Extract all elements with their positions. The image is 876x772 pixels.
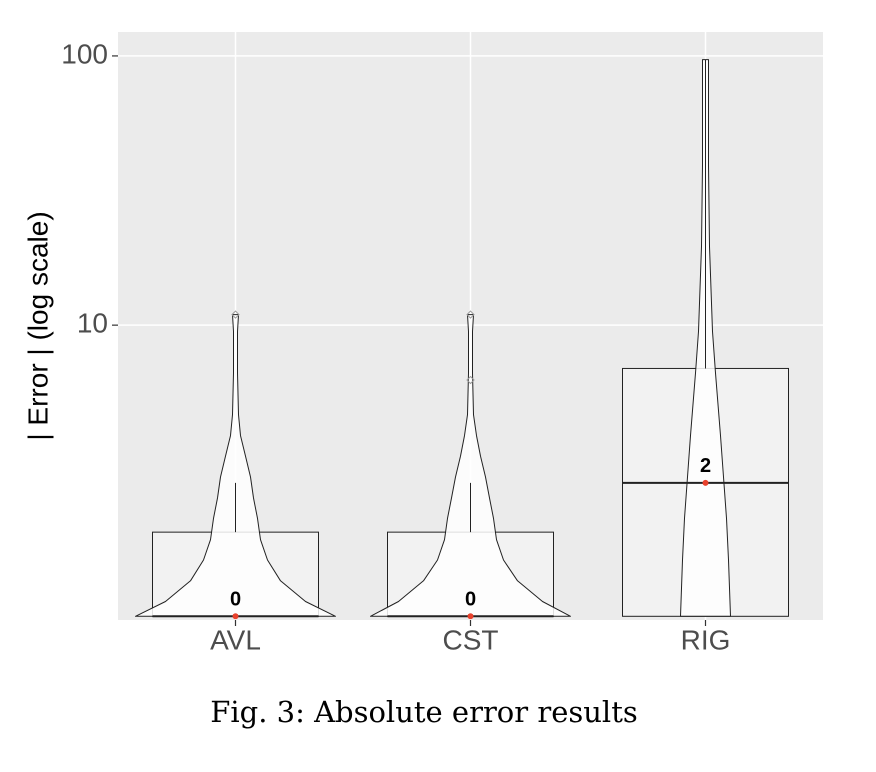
outlier bbox=[466, 310, 475, 319]
caption: Fig. 3: Absolute error results bbox=[210, 695, 638, 729]
y-tick-label: 10 bbox=[77, 308, 108, 339]
median-label: 2 bbox=[700, 455, 711, 477]
median-point bbox=[232, 613, 239, 620]
median-point bbox=[467, 613, 474, 620]
y-tick-label: 100 bbox=[61, 38, 108, 69]
x-tick-label: RIG bbox=[681, 624, 731, 655]
x-tick-label: CST bbox=[443, 624, 499, 655]
x-tick-label: AVL bbox=[210, 624, 261, 655]
outlier bbox=[231, 310, 240, 319]
y-axis-label: | Error | (log scale) bbox=[22, 211, 53, 440]
median-point bbox=[702, 479, 709, 486]
outlier bbox=[466, 375, 475, 385]
median-label: 0 bbox=[465, 589, 476, 611]
median-label: 0 bbox=[230, 589, 241, 611]
